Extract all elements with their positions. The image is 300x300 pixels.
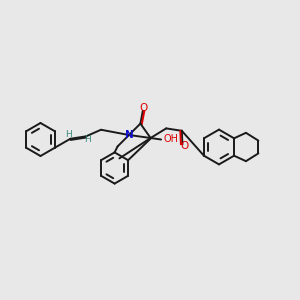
Text: N: N [124, 130, 134, 140]
Text: H: H [65, 130, 72, 139]
Text: O: O [181, 141, 189, 151]
Text: OH: OH [164, 134, 178, 145]
Text: H: H [84, 136, 91, 145]
Text: O: O [139, 103, 148, 113]
